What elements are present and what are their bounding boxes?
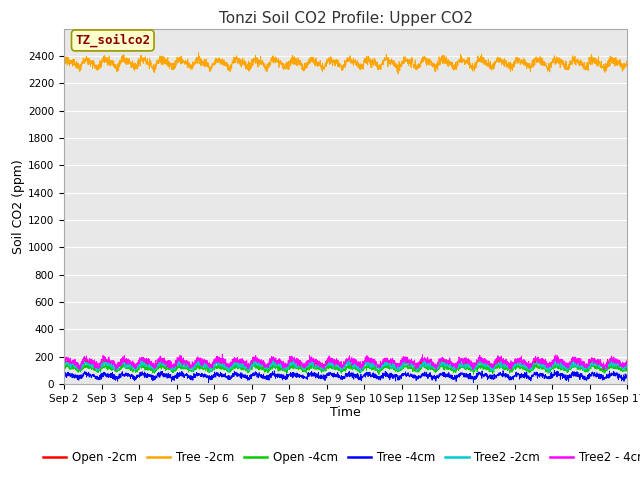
- Tree2 -2cm: [607, 356, 614, 362]
- Title: Tonzi Soil CO2 Profile: Upper CO2: Tonzi Soil CO2 Profile: Upper CO2: [219, 11, 472, 26]
- Tree -4cm: [550, 368, 558, 373]
- Tree2 - 4cm: [612, 360, 620, 365]
- Line: Tree -2cm: Tree -2cm: [64, 53, 627, 74]
- Open -4cm: [301, 366, 308, 372]
- Line: Tree2 -2cm: Tree2 -2cm: [64, 359, 627, 373]
- Tree -4cm: [623, 374, 631, 380]
- Open -4cm: [552, 362, 559, 368]
- Tree -2cm: [60, 63, 68, 69]
- Open -4cm: [124, 365, 132, 371]
- Tree2 -2cm: [545, 370, 552, 376]
- Tree -4cm: [60, 372, 68, 377]
- Tree -2cm: [158, 56, 166, 61]
- Tree2 -2cm: [301, 366, 308, 372]
- Tree2 -2cm: [158, 360, 166, 366]
- Tree2 - 4cm: [158, 358, 166, 364]
- Tree2 -2cm: [60, 360, 68, 366]
- Open -4cm: [375, 372, 383, 378]
- Tree2 - 4cm: [218, 351, 226, 357]
- Tree -4cm: [124, 371, 132, 376]
- Open -2cm: [612, 360, 620, 365]
- Tree -4cm: [205, 380, 212, 385]
- Open -2cm: [158, 358, 166, 364]
- Tree -2cm: [552, 57, 559, 63]
- Line: Tree -4cm: Tree -4cm: [64, 371, 627, 383]
- Line: Open -2cm: Open -2cm: [64, 357, 627, 371]
- Tree -4cm: [158, 370, 166, 376]
- Tree -4cm: [552, 370, 559, 376]
- Open -2cm: [125, 361, 132, 367]
- Tree2 - 4cm: [125, 356, 132, 362]
- Open -4cm: [290, 360, 298, 366]
- Line: Tree2 - 4cm: Tree2 - 4cm: [64, 354, 627, 370]
- Tree2 -2cm: [552, 359, 559, 364]
- Y-axis label: Soil CO2 (ppm): Soil CO2 (ppm): [12, 159, 25, 254]
- Tree2 - 4cm: [552, 352, 559, 358]
- Tree -2cm: [623, 62, 631, 68]
- Tree2 - 4cm: [276, 360, 284, 365]
- Tree -2cm: [301, 68, 308, 73]
- Tree2 - 4cm: [623, 357, 631, 363]
- Tree -2cm: [394, 71, 402, 77]
- Open -2cm: [301, 365, 308, 371]
- Open -2cm: [623, 361, 631, 367]
- Tree2 - 4cm: [301, 361, 308, 367]
- Tree -4cm: [301, 375, 308, 381]
- Open -4cm: [60, 366, 68, 372]
- Open -2cm: [276, 364, 284, 370]
- Open -2cm: [552, 358, 559, 364]
- Tree2 - 4cm: [60, 359, 68, 365]
- Tree2 -2cm: [276, 361, 284, 367]
- Tree2 - 4cm: [112, 367, 120, 373]
- Tree -4cm: [612, 372, 620, 377]
- Tree2 -2cm: [612, 363, 620, 369]
- Tree -2cm: [124, 61, 132, 67]
- Open -2cm: [602, 368, 609, 374]
- X-axis label: Time: Time: [330, 407, 361, 420]
- Tree -2cm: [276, 57, 284, 63]
- Legend: Open -2cm, Tree -2cm, Open -4cm, Tree -4cm, Tree2 -2cm, Tree2 - 4cm: Open -2cm, Tree -2cm, Open -4cm, Tree -4…: [38, 447, 640, 469]
- Open -4cm: [612, 365, 620, 371]
- Open -4cm: [276, 364, 284, 370]
- Open -2cm: [99, 354, 107, 360]
- Tree -2cm: [195, 50, 202, 56]
- Open -4cm: [623, 364, 631, 370]
- Line: Open -4cm: Open -4cm: [64, 363, 627, 375]
- Tree2 -2cm: [623, 362, 631, 368]
- Tree -2cm: [612, 59, 620, 65]
- Text: TZ_soilco2: TZ_soilco2: [76, 34, 150, 47]
- Tree -4cm: [276, 374, 284, 380]
- Tree2 -2cm: [124, 363, 132, 369]
- Open -2cm: [60, 360, 68, 366]
- Open -4cm: [158, 364, 166, 370]
